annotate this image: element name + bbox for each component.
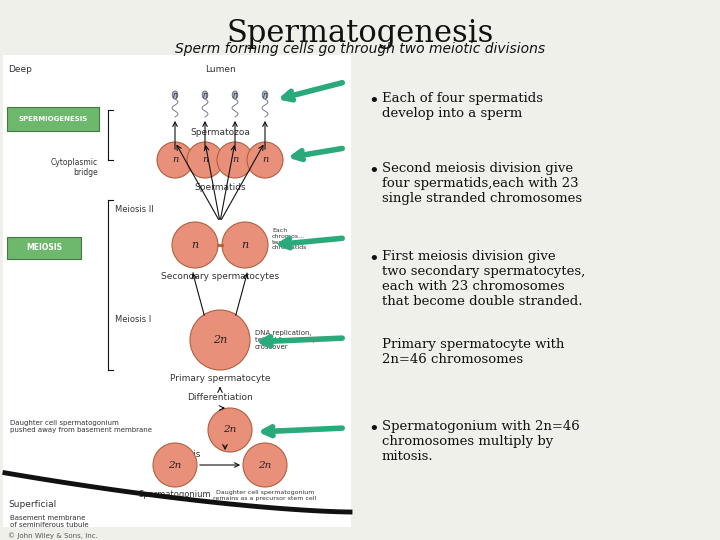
Text: First meiosis division give
two secondary spermatocytes,
each with 23 chromosome: First meiosis division give two secondar… [382, 250, 585, 308]
FancyBboxPatch shape [3, 55, 351, 527]
Text: n: n [241, 240, 248, 250]
Text: Each of four spermatids
develop into a sperm: Each of four spermatids develop into a s… [382, 92, 543, 120]
Text: Deep: Deep [8, 65, 32, 74]
Circle shape [153, 443, 197, 487]
Text: n: n [202, 91, 207, 99]
Circle shape [190, 310, 250, 370]
Circle shape [217, 142, 253, 178]
Circle shape [157, 142, 193, 178]
Text: n: n [262, 156, 268, 165]
Text: Superficial: Superficial [8, 500, 56, 509]
Text: Basement membrane
of seminiferous tubule: Basement membrane of seminiferous tubule [10, 515, 89, 528]
Text: Cytoplasmic
bridge: Cytoplasmic bridge [51, 158, 98, 178]
Circle shape [208, 408, 252, 452]
Text: Spermatozoa: Spermatozoa [190, 128, 250, 137]
Circle shape [222, 222, 268, 268]
Text: n: n [173, 91, 177, 99]
FancyBboxPatch shape [7, 237, 81, 259]
Ellipse shape [172, 91, 178, 99]
Text: n: n [232, 156, 238, 165]
Text: Differentiation: Differentiation [187, 393, 253, 402]
Text: Daughter cell spermatogonium
remains as a precursor stem cell: Daughter cell spermatogonium remains as … [213, 490, 317, 501]
Text: DNA replication,
tetrad formation,
crossover: DNA replication, tetrad formation, cross… [255, 330, 315, 350]
Text: MEIOSIS: MEIOSIS [26, 244, 62, 253]
Text: n: n [263, 91, 267, 99]
Text: 2n: 2n [213, 335, 227, 345]
Text: SPERMIOGENESIS: SPERMIOGENESIS [19, 116, 88, 122]
Text: © John Wiley & Sons, Inc.: © John Wiley & Sons, Inc. [8, 532, 98, 539]
Text: 2n: 2n [168, 461, 181, 469]
Text: n: n [172, 156, 178, 165]
Text: Meiosis I: Meiosis I [115, 315, 151, 324]
Text: Spermatogonium with 2n=46
chromosomes multiply by
mitosis.: Spermatogonium with 2n=46 chromosomes mu… [382, 420, 580, 463]
Circle shape [172, 222, 218, 268]
Text: Each
chromos...
two
chromatids: Each chromos... two chromatids [272, 228, 307, 251]
Ellipse shape [202, 91, 208, 99]
Text: •: • [368, 92, 379, 110]
Circle shape [247, 142, 283, 178]
Text: n: n [192, 240, 199, 250]
Circle shape [187, 142, 223, 178]
Text: n: n [233, 91, 238, 99]
Text: n: n [202, 156, 208, 165]
Text: •: • [368, 250, 379, 268]
Text: 2n: 2n [258, 461, 271, 469]
Text: 2n: 2n [223, 426, 237, 435]
Text: Spermatogonium: Spermatogonium [139, 490, 211, 499]
Text: Lumen: Lumen [204, 65, 235, 74]
Text: •: • [368, 420, 379, 438]
Text: Primary spermatocyte: Primary spermatocyte [170, 374, 270, 383]
Text: Primary spermatocyte with
2n=46 chromosomes: Primary spermatocyte with 2n=46 chromoso… [382, 338, 564, 366]
Text: Spermatids: Spermatids [194, 183, 246, 192]
Text: Secondary spermatocytes: Secondary spermatocytes [161, 272, 279, 281]
Circle shape [243, 443, 287, 487]
Ellipse shape [232, 91, 238, 99]
Text: Mitosis: Mitosis [169, 450, 201, 459]
FancyBboxPatch shape [7, 107, 99, 131]
Ellipse shape [262, 91, 268, 99]
Text: Meiosis II: Meiosis II [115, 205, 154, 214]
Text: Sperm forming cells go through two meiotic divisions: Sperm forming cells go through two meiot… [175, 42, 545, 56]
Text: Second meiosis division give
four spermatids,each with 23
single stranded chromo: Second meiosis division give four sperma… [382, 162, 582, 205]
Text: •: • [368, 162, 379, 180]
Text: Daughter cell spermatogonium
pushed away from basement membrane: Daughter cell spermatogonium pushed away… [10, 420, 152, 433]
Text: Spermatogenesis: Spermatogenesis [226, 18, 494, 49]
